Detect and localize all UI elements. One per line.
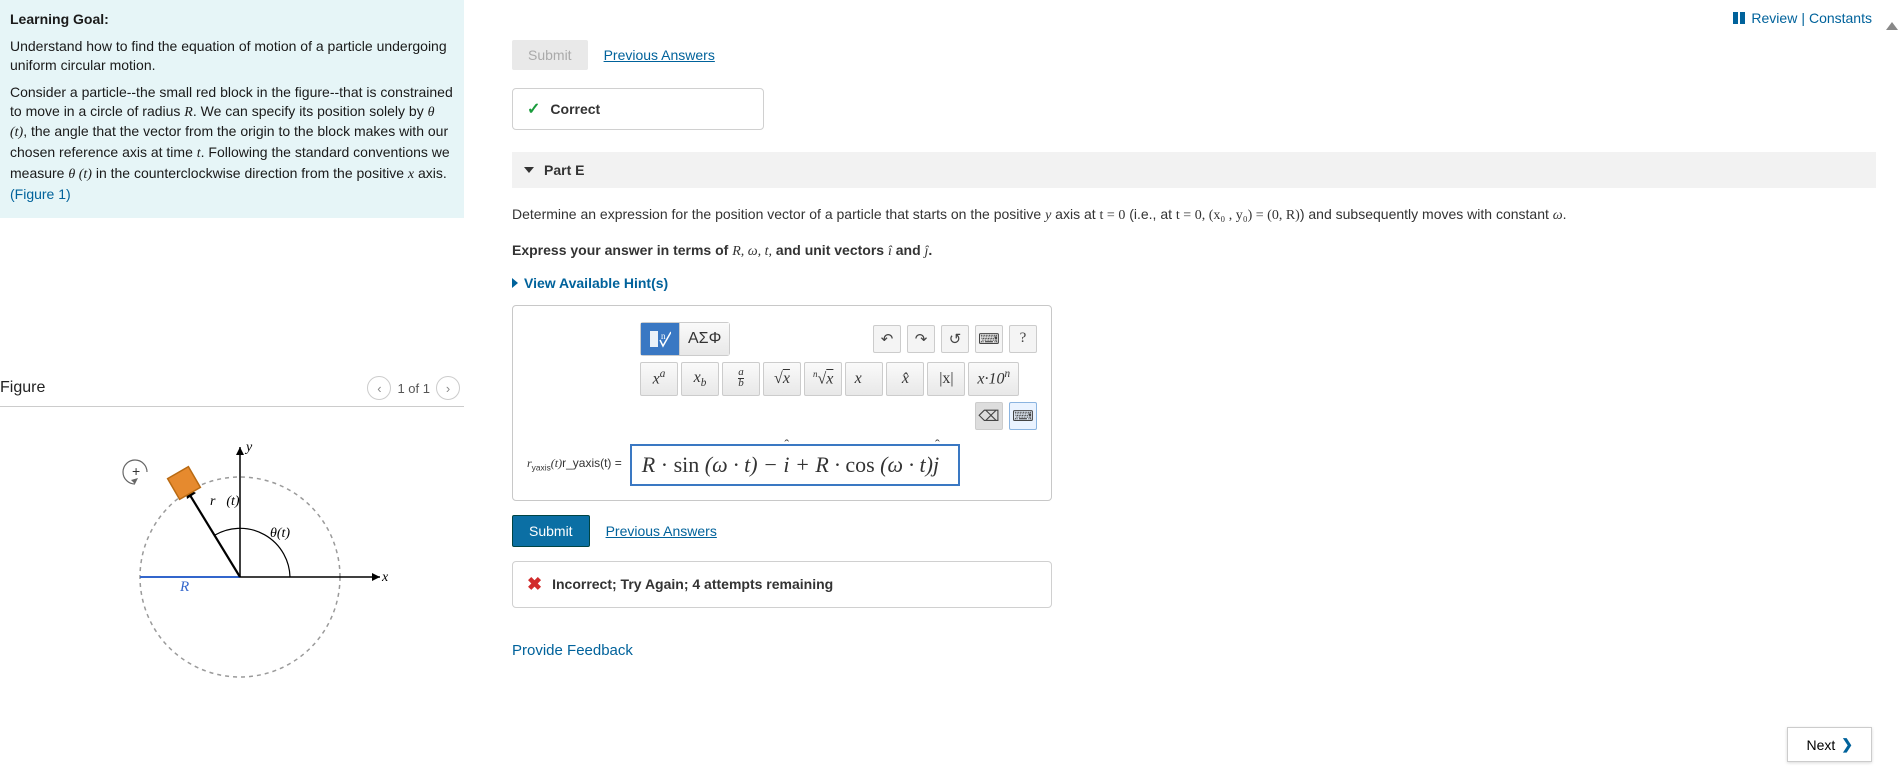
svg-text:R: R — [179, 579, 189, 595]
question-text: Determine an expression for the position… — [512, 204, 1886, 226]
backspace-button[interactable]: ⌫ — [975, 402, 1003, 430]
figure-diagram: y x R r⃗(t) θ(t) + — [80, 427, 440, 687]
figure-1-link[interactable]: (Figure 1) — [10, 186, 71, 202]
reset-button[interactable]: ↺ — [941, 325, 969, 353]
math-answer-input[interactable]: R · sin (ω · t) − ˆi + R · cos (ω · t)ˆj — [630, 444, 960, 486]
vector-button[interactable]: x⃗ — [845, 362, 883, 396]
part-label: Part E — [544, 162, 584, 178]
keyboard-toggle-button[interactable]: ⌨ — [1009, 402, 1037, 430]
svg-text:θ(t): θ(t) — [270, 526, 290, 541]
subscript-button[interactable]: xb — [681, 362, 719, 396]
figure-title: Figure — [0, 379, 45, 397]
x-icon: ✖ — [527, 574, 542, 595]
figure-prev-button[interactable]: ‹ — [367, 376, 391, 400]
constants-link[interactable]: Constants — [1809, 10, 1872, 26]
top-links: Review | Constants — [1733, 10, 1872, 26]
caret-right-icon — [512, 278, 518, 288]
submit-button[interactable]: Submit — [512, 515, 590, 547]
provide-feedback-link[interactable]: Provide Feedback — [512, 642, 1886, 659]
previous-answers-link-2[interactable]: Previous Answers — [606, 523, 717, 539]
previous-answers-link-1[interactable]: Previous Answers — [604, 47, 715, 63]
view-hints-toggle[interactable]: View Available Hint(s) — [512, 275, 1886, 291]
fraction-button[interactable]: ab — [722, 362, 760, 396]
check-icon: ✓ — [527, 99, 540, 119]
svg-text:y: y — [244, 440, 253, 455]
scroll-up-icon[interactable] — [1886, 22, 1898, 30]
learning-goal-p2: Consider a particle--the small red block… — [10, 83, 454, 204]
sqrt-button[interactable]: √x — [763, 362, 801, 396]
incorrect-label: Incorrect; Try Again; 4 attempts remaini… — [552, 576, 833, 592]
sci-button[interactable]: x·10n — [968, 362, 1019, 396]
learning-goal-box: Learning Goal: Understand how to find th… — [0, 0, 464, 218]
keyboard-button[interactable]: ⌨ — [975, 325, 1003, 353]
review-icon — [1733, 12, 1747, 24]
undo-button[interactable]: ↶ — [873, 325, 901, 353]
nroot-button[interactable]: n√x — [804, 362, 842, 396]
learning-goal-p1: Understand how to find the equation of m… — [10, 37, 454, 75]
templates-tab[interactable]: n — [641, 323, 680, 355]
learning-goal-heading: Learning Goal: — [10, 11, 109, 27]
figure-header: Figure ‹ 1 of 1 › — [0, 368, 464, 407]
answer-area: n ΑΣΦ ↶ ↷ ↺ ⌨ ? xa xb ab √x n√x x⃗ — [512, 305, 1052, 501]
caret-down-icon — [524, 167, 534, 173]
hat-button[interactable]: x̂ — [886, 362, 924, 396]
greek-tab[interactable]: ΑΣΦ — [680, 323, 729, 355]
superscript-button[interactable]: xa — [640, 362, 678, 396]
figure-next-button[interactable]: › — [436, 376, 460, 400]
help-button[interactable]: ? — [1009, 325, 1037, 353]
next-button[interactable]: Next ❯ — [1787, 727, 1872, 762]
chevron-right-icon: ❯ — [1841, 736, 1853, 753]
answer-lhs-label: ryaxis(t)r_yaxis(t) = — [527, 456, 622, 472]
correct-feedback-box: ✓ Correct — [512, 88, 764, 130]
svg-text:+: + — [132, 463, 140, 479]
abs-button[interactable]: |x| — [927, 362, 965, 396]
redo-button[interactable]: ↷ — [907, 325, 935, 353]
question-instruction: Express your answer in terms of R, ω, t,… — [512, 240, 1886, 262]
incorrect-feedback-box: ✖ Incorrect; Try Again; 4 attempts remai… — [512, 561, 1052, 608]
figure-pager-label: 1 of 1 — [397, 381, 430, 396]
svg-text:n: n — [661, 331, 666, 341]
submit-button-prev-part: Submit — [512, 40, 588, 70]
svg-text:r⃗(t): r⃗(t) — [210, 494, 240, 509]
correct-label: Correct — [550, 101, 600, 117]
review-link[interactable]: Review — [1751, 10, 1797, 26]
svg-text:x: x — [381, 570, 389, 585]
part-header[interactable]: Part E — [512, 152, 1876, 188]
